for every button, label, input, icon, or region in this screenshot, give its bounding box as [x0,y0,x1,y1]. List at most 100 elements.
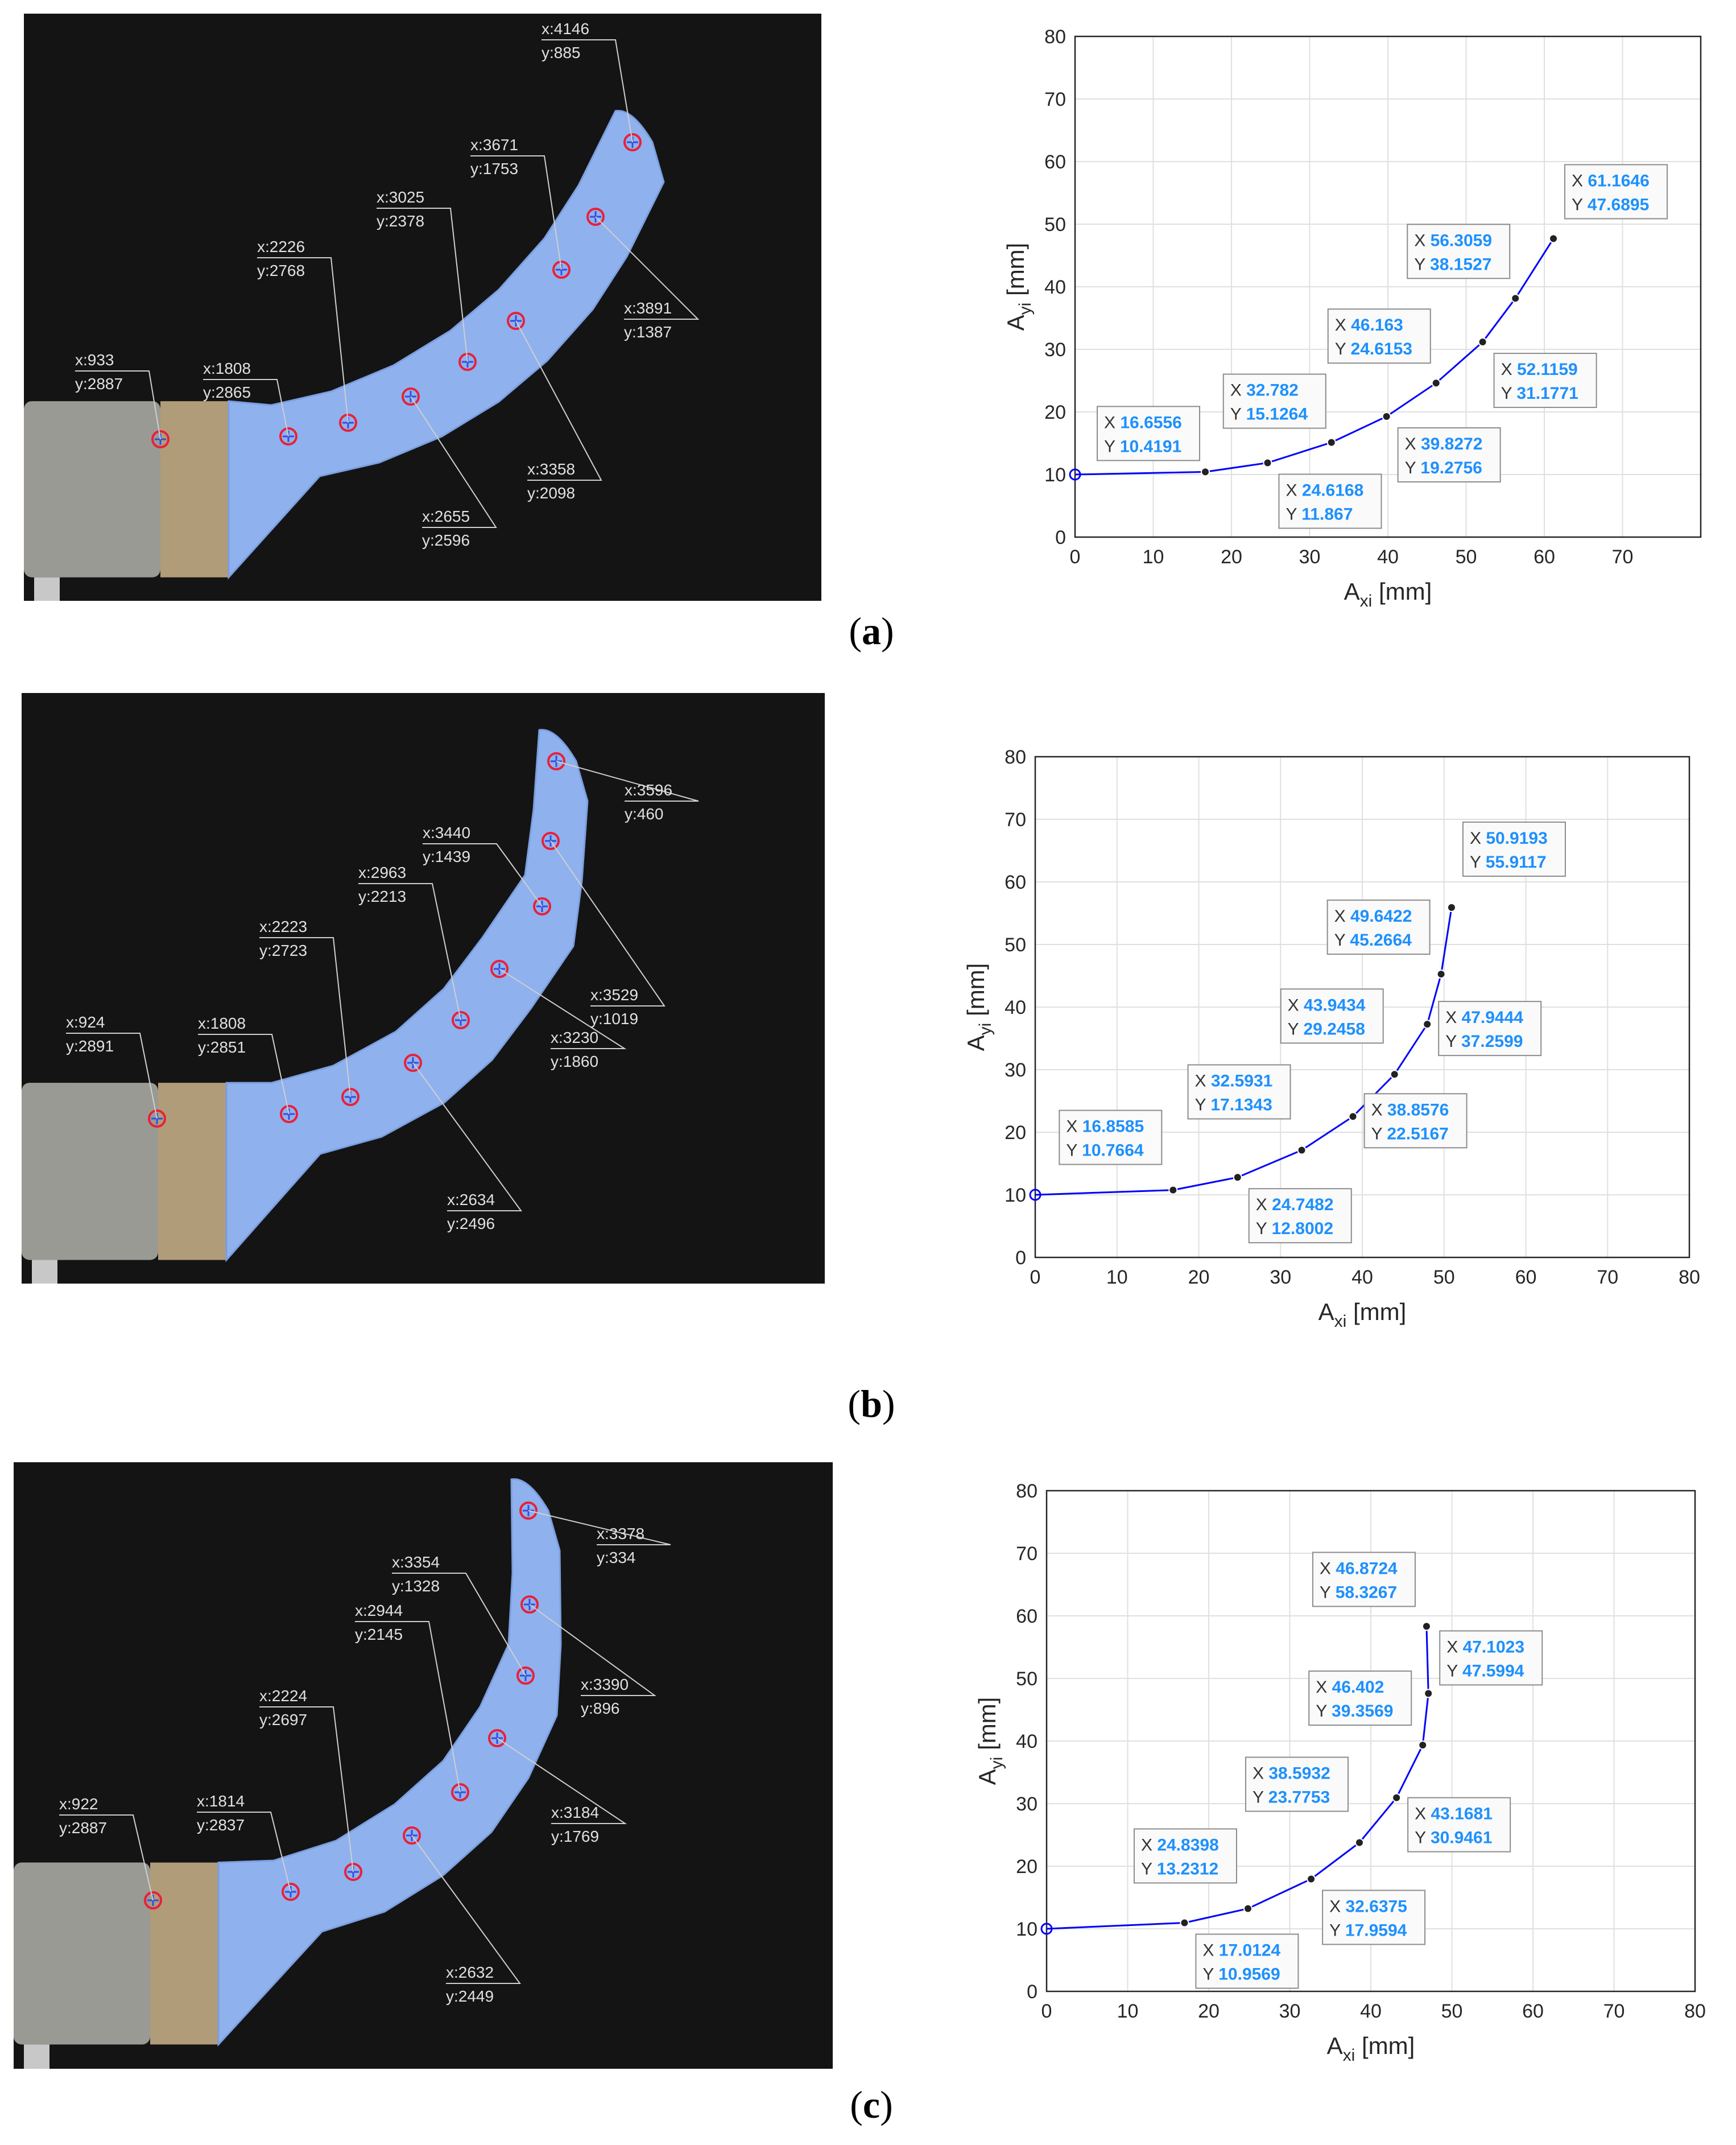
chart-a: 0 10 20 30 40 50 60 70 0 10 20 30 40 50 60 70 80 Axi [mm]… [978,14,1718,628]
marker-leader-a-1 [203,379,289,437]
ytick-label-b-0: 0 [1015,1247,1026,1269]
marker-ring-b-7 [542,832,560,850]
soft-finger-body-c [217,1478,562,2047]
marker-leader-a-6 [470,155,562,270]
marker-ring-b-4 [452,1011,470,1029]
photo-b-svg: x:924 y:2891 x:1808 y:2851 x:2223 y:2723 x:263… [22,693,825,1284]
marker-x-label-b-6: x:3440 [423,824,470,842]
datatip-y-b-5: Y 29.2458 [1288,1020,1365,1038]
marker-x-label-c-0: x:922 [59,1795,98,1813]
datatip-box-c-1 [1195,1933,1299,1989]
marker-x-label-c-3: x:2632 [446,1964,494,1981]
xtick-label-b-5: 50 [1433,1267,1455,1288]
data-point-c-8 [1421,1622,1431,1631]
datatip-y-c-2: Y 13.2312 [1141,1859,1218,1878]
marker-y-label-c-6: y:1328 [392,1577,440,1595]
ytick-label-a-3: 30 [1044,339,1066,361]
datatip-x-c-1: X 17.0124 [1202,1941,1280,1960]
marker-x-label-b-5: x:3230 [551,1029,598,1046]
datatip-x-a-1: X 16.6556 [1104,413,1182,432]
data-point-a-3 [1326,438,1336,447]
ytick-label-c-4: 40 [1016,1731,1038,1752]
marker-leader-c-2 [259,1706,354,1872]
marker-x-label-a-6: x:3671 [470,136,518,154]
chart-b: 0 10 20 30 40 50 60 70 80 0 10 20 30 40 50 60 70 80 Axi [m… [939,734,1723,1348]
start-marker-a [1069,468,1081,481]
data-point-b-1 [1168,1185,1178,1195]
ytick-label-b-4: 40 [1005,997,1026,1018]
datatip-y-b-4: Y 22.5167 [1371,1124,1449,1143]
xtick-label-c-2: 20 [1198,2000,1220,2022]
marker-x-label-b-3: x:2634 [447,1191,495,1208]
data-point-c-5 [1392,1793,1402,1802]
marker-ring-a-5 [507,312,525,330]
datatip-x-a-8: X 61.1646 [1572,171,1650,190]
data-point-b-3 [1297,1145,1307,1155]
base-band-c [150,1862,218,2045]
marker-y-label-b-1: y:2851 [198,1038,246,1056]
marker-ring-b-8 [547,752,565,770]
caption-b-close: ) [882,1382,895,1425]
data-point-a-7 [1511,294,1520,303]
data-point-c-4 [1354,1838,1364,1847]
xtick-label-a-0: 0 [1070,546,1081,568]
data-point-a-2 [1263,458,1272,468]
marker-leader-b-3 [412,1062,522,1211]
start-marker-b [1029,1189,1041,1201]
caption-a-close: ) [881,609,894,653]
marker-ring-c-6 [516,1666,535,1685]
marker-ring-a-1 [279,427,297,446]
xtick-label-b-1: 10 [1106,1267,1128,1288]
caption-a-open: ( [849,609,862,653]
ytick-label-a-7: 70 [1044,89,1066,110]
marker-ring-b-2 [341,1088,359,1106]
marker-x-label-a-0: x:933 [75,351,114,369]
caption-c-letter: c [862,2083,881,2126]
xtick-label-c-6: 60 [1522,2000,1544,2022]
marker-x-label-b-0: x:924 [66,1013,105,1031]
marker-x-label-c-4: x:2944 [355,1602,403,1619]
datatip-box-a-4 [1397,427,1501,482]
data-point-b-2 [1233,1173,1242,1182]
marker-leader-b-2 [259,937,351,1098]
marker-leader-b-5 [499,968,627,1049]
marker-x-label-b-8: x:3596 [625,781,672,799]
marker-y-label-a-4: y:2378 [377,212,424,230]
data-point-a-6 [1478,337,1487,347]
data-point-c-7 [1424,1689,1433,1698]
marker-ring-a-4 [458,353,477,371]
xtick-label-b-8: 80 [1679,1267,1700,1288]
ytick-label-b-5: 50 [1005,934,1026,956]
datatip-y-a-7: Y 38.1527 [1414,255,1491,274]
ytick-label-b-8: 80 [1005,746,1026,768]
datatip-x-b-7: X 49.6422 [1334,907,1412,926]
marker-ring-c-2 [344,1863,362,1881]
datatip-x-a-6: X 52.1159 [1501,360,1578,379]
data-point-c-3 [1307,1874,1316,1884]
datatip-y-a-4: Y 19.2756 [1405,459,1482,477]
xlabel-c: Axi [mm] [1327,2032,1415,2065]
marker-x-label-a-7: x:3891 [624,299,672,317]
marker-y-label-c-8: y:334 [597,1549,636,1566]
marker-leader-c-8 [528,1510,671,1545]
ytick-label-a-6: 60 [1044,151,1066,173]
datatip-x-c-5: X 43.1681 [1415,1805,1493,1824]
plot-frame-b [1034,756,1690,1259]
datatip-y-a-8: Y 47.6895 [1572,195,1649,214]
datatip-box-b-7 [1326,900,1431,955]
marker-x-label-b-1: x:1808 [198,1014,246,1032]
marker-x-label-c-6: x:3354 [392,1553,440,1571]
marker-y-label-b-6: y:1439 [423,848,470,865]
marker-y-label-a-3: y:2596 [422,531,470,549]
marker-y-label-c-0: y:2887 [59,1819,107,1837]
photo-c: x:922 y:2887 x:1814 y:2837 x:2224 y:2697 x:263… [14,1462,833,2069]
caption-a: (a) [815,609,928,654]
xtick-label-c-3: 30 [1279,2000,1301,2022]
datatip-box-a-7 [1407,224,1511,279]
marker-leader-c-7 [529,1604,657,1696]
datatip-y-a-5: Y 24.6153 [1335,340,1412,358]
ytick-label-c-5: 50 [1016,1668,1038,1690]
datatip-y-c-1: Y 10.9569 [1202,1965,1280,1983]
ytick-label-b-1: 10 [1005,1185,1026,1206]
base-screw-c [24,2044,49,2069]
